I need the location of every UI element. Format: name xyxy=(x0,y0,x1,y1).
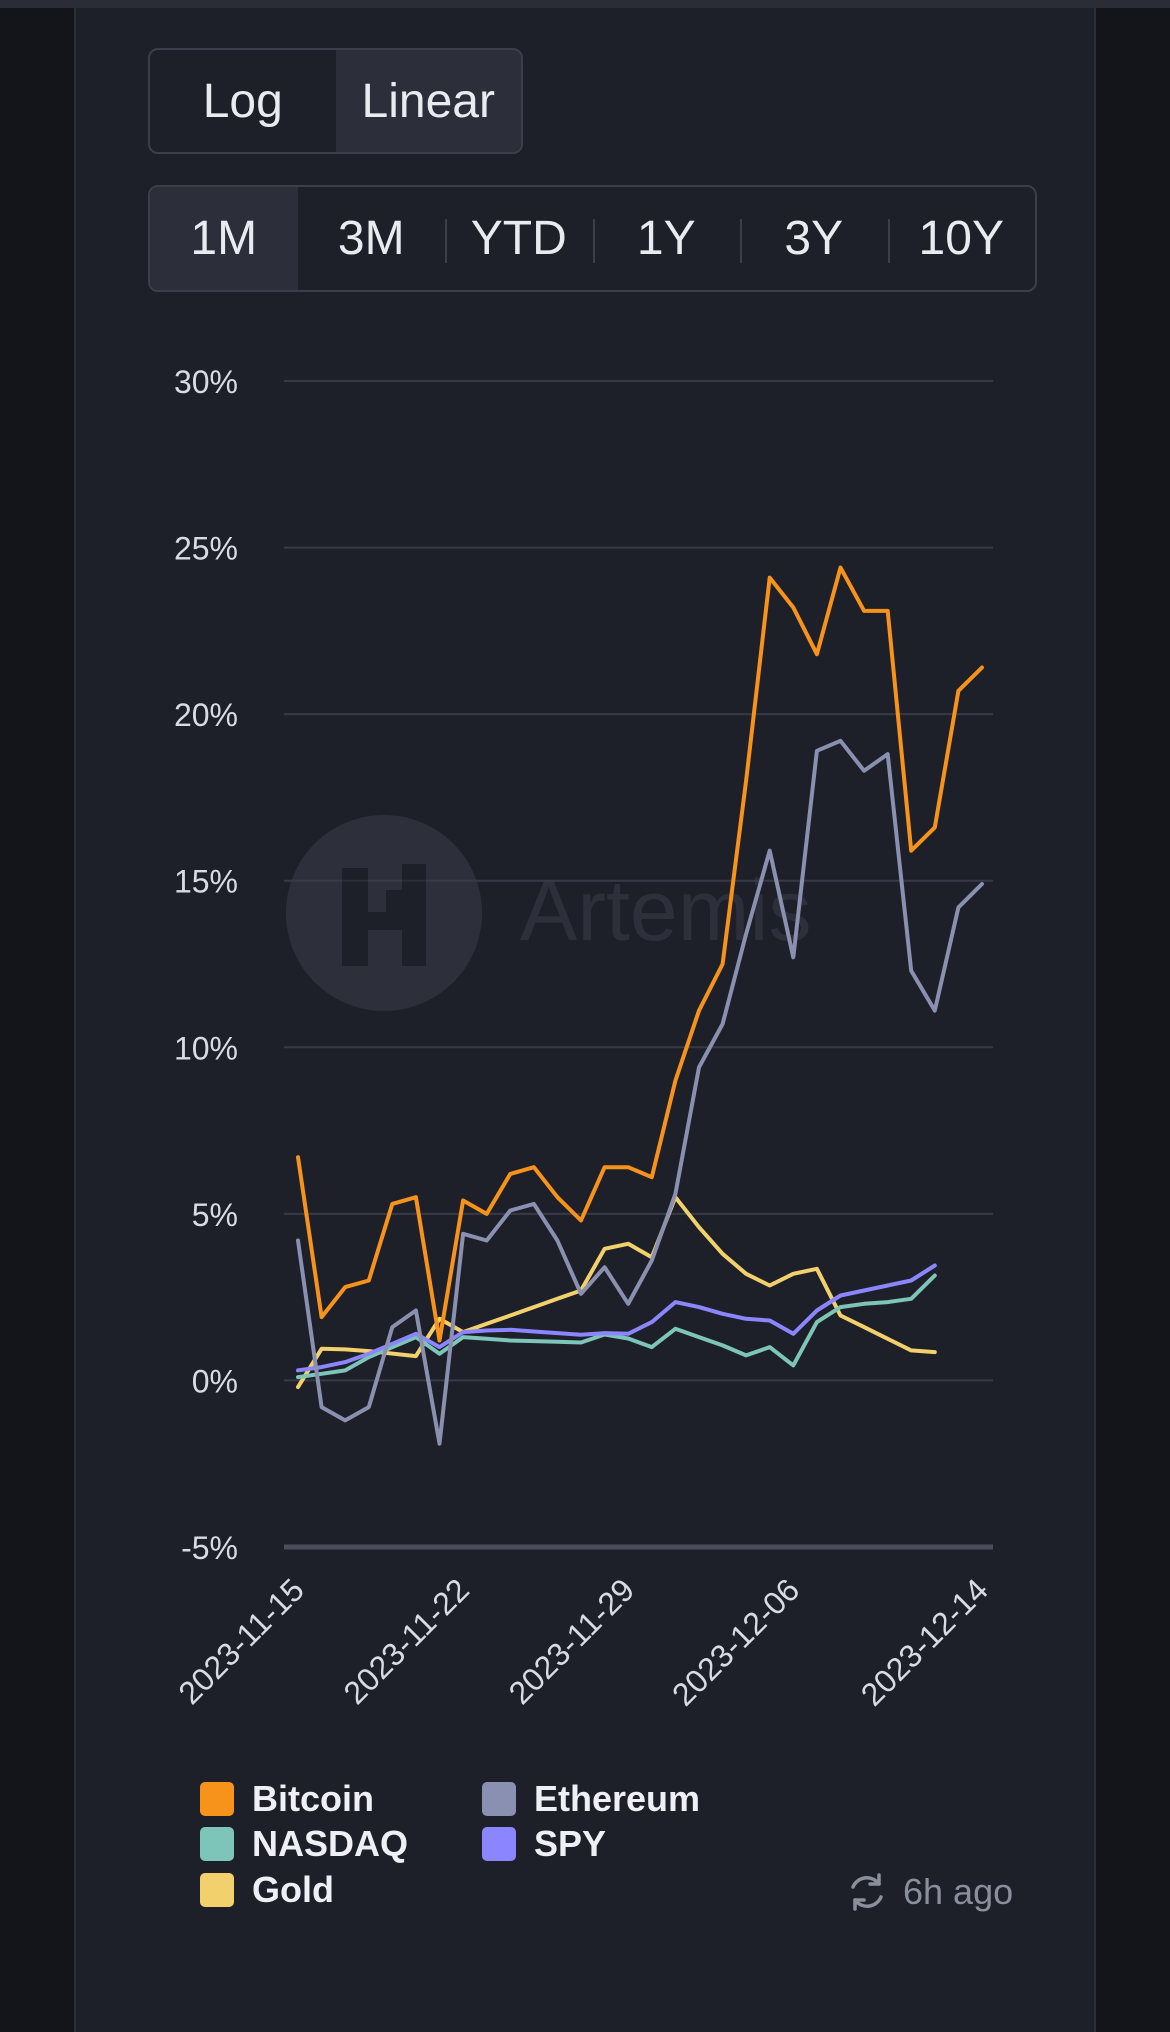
legend-item-bitcoin[interactable]: Bitcoin xyxy=(200,1778,374,1820)
line-chart: Artemis -5% 0% 5% 10% 15% 20% 25% 30% 2023-11-1… xyxy=(171,364,995,1713)
series-line-spy xyxy=(296,1263,937,1373)
last-updated: 6h ago xyxy=(845,1870,1013,1914)
series-line-bitcoin xyxy=(296,565,984,1343)
legend-item-spy[interactable]: SPY xyxy=(482,1823,606,1865)
legend-swatch-nasdaq xyxy=(200,1827,234,1861)
series-line-nasdaq xyxy=(296,1273,937,1380)
chart-grid xyxy=(284,380,993,1550)
legend-swatch-spy xyxy=(482,1827,516,1861)
legend-item-ethereum[interactable]: Ethereum xyxy=(482,1778,700,1820)
legend-label-bitcoin: Bitcoin xyxy=(252,1778,374,1819)
x-axis: 2023-11-15 2023-11-22 2023-11-29 2023-12-06… xyxy=(171,1571,995,1712)
legend-swatch-bitcoin xyxy=(200,1782,234,1816)
y-tick-label: 0% xyxy=(192,1363,238,1399)
x-tick-label: 2023-12-06 xyxy=(665,1571,806,1712)
y-tick-label: 5% xyxy=(192,1197,238,1233)
legend-label-gold: Gold xyxy=(252,1869,334,1910)
x-tick-label: 2023-11-29 xyxy=(502,1571,642,1711)
range-option-1m[interactable]: 1M xyxy=(150,187,298,290)
range-option-3y[interactable]: 3Y xyxy=(740,187,888,290)
scale-option-log[interactable]: Log xyxy=(202,74,283,128)
y-tick-label: 15% xyxy=(174,864,238,900)
legend-label-ethereum: Ethereum xyxy=(534,1778,701,1819)
y-tick-label: 30% xyxy=(174,364,238,400)
refresh-icon[interactable] xyxy=(845,1870,889,1914)
series-line-ethereum xyxy=(296,738,984,1446)
legend-item-nasdaq[interactable]: NASDAQ xyxy=(200,1823,408,1865)
y-tick-label: 20% xyxy=(174,697,238,733)
chart-panel xyxy=(74,8,1096,2032)
x-tick-label: 2023-11-15 xyxy=(171,1571,311,1711)
chart-series xyxy=(296,565,984,1446)
watermark-text: Artemis xyxy=(520,863,811,959)
y-tick-label: 25% xyxy=(174,531,238,567)
range-option-10y[interactable]: 10Y xyxy=(887,187,1036,290)
legend-label-spy: SPY xyxy=(534,1823,607,1864)
scale-option-linear[interactable]: Linear xyxy=(335,50,521,152)
range-option-3m[interactable]: 3M xyxy=(337,212,405,265)
range-option-1y[interactable]: 1Y xyxy=(592,187,741,290)
legend-swatch-gold xyxy=(200,1873,234,1907)
y-tick-label: -5% xyxy=(181,1530,238,1566)
series-line-gold xyxy=(296,1195,937,1390)
scale-toggle: Log Linear xyxy=(148,48,523,154)
last-updated-text: 6h ago xyxy=(903,1871,1014,1912)
y-tick-label: 10% xyxy=(174,1030,238,1066)
y-axis: -5% 0% 5% 10% 15% 20% 25% 30% xyxy=(174,364,238,1566)
watermark-logo-mark xyxy=(342,864,426,966)
range-toggle: 1M 3M YTD 1Y 3Y 10Y xyxy=(148,185,1037,292)
legend-label-nasdaq: NASDAQ xyxy=(252,1823,409,1864)
top-divider xyxy=(0,0,1170,8)
legend-item-gold[interactable]: Gold xyxy=(200,1869,334,1911)
range-option-ytd[interactable]: YTD xyxy=(445,187,593,290)
x-tick-label: 2023-11-22 xyxy=(337,1571,477,1711)
legend-swatch-ethereum xyxy=(482,1782,516,1816)
x-tick-label: 2023-12-14 xyxy=(854,1571,995,1712)
